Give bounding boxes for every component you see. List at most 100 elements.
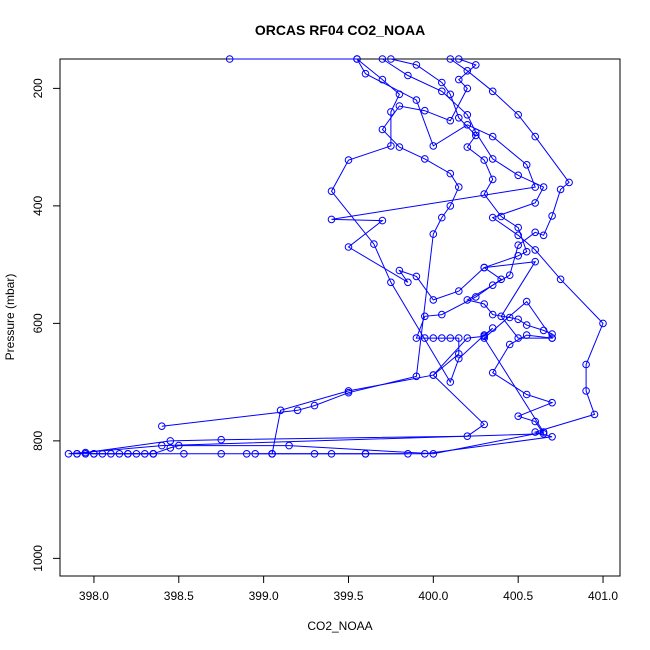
data-point bbox=[412, 334, 421, 342]
data-point bbox=[242, 450, 251, 458]
y-tick-label: 200 bbox=[31, 78, 45, 98]
data-point bbox=[412, 96, 421, 104]
data-point bbox=[522, 321, 531, 329]
data-point bbox=[455, 334, 463, 342]
data-point bbox=[488, 310, 497, 319]
data-point bbox=[429, 371, 438, 379]
data-point bbox=[497, 312, 506, 321]
data-point bbox=[539, 428, 548, 436]
data-point bbox=[455, 354, 463, 363]
data-point bbox=[497, 275, 506, 284]
data-point bbox=[488, 368, 497, 377]
data-point bbox=[488, 87, 497, 96]
data-point bbox=[514, 315, 523, 324]
data-point bbox=[531, 132, 540, 141]
data-point bbox=[556, 275, 565, 284]
data-point bbox=[353, 55, 361, 63]
data-point bbox=[514, 334, 523, 342]
plot-frame bbox=[59, 58, 621, 577]
data-point bbox=[387, 55, 395, 63]
data-point bbox=[421, 106, 429, 115]
data-point bbox=[404, 71, 412, 80]
data-point bbox=[395, 143, 404, 151]
data-point bbox=[455, 287, 463, 295]
data-point bbox=[463, 143, 472, 151]
data-point bbox=[514, 111, 523, 119]
data-point bbox=[514, 252, 523, 260]
data-point bbox=[480, 300, 489, 308]
x-tick-label: 400.0 bbox=[418, 589, 448, 603]
data-point bbox=[446, 169, 455, 178]
data-point bbox=[548, 433, 556, 441]
series-group bbox=[64, 55, 607, 458]
data-point bbox=[90, 450, 98, 458]
data-point bbox=[505, 271, 514, 280]
data-point bbox=[590, 410, 599, 419]
data-point bbox=[488, 155, 497, 163]
data-point bbox=[327, 215, 336, 224]
data-point bbox=[421, 312, 429, 321]
y-tick-label: 600 bbox=[31, 313, 45, 333]
data-point bbox=[412, 372, 421, 381]
data-point bbox=[531, 228, 540, 237]
series-1 bbox=[64, 55, 573, 458]
data-point bbox=[344, 156, 353, 164]
data-point bbox=[531, 183, 540, 191]
data-point bbox=[429, 450, 438, 458]
y-axis-label: Pressure (mbar) bbox=[3, 274, 17, 361]
data-point bbox=[463, 121, 472, 129]
series-5 bbox=[90, 55, 556, 458]
data-point bbox=[225, 55, 234, 63]
data-point bbox=[455, 75, 463, 84]
data-point bbox=[276, 406, 285, 415]
data-point bbox=[166, 444, 175, 452]
data-point bbox=[251, 450, 259, 458]
data-point bbox=[429, 142, 438, 150]
data-point bbox=[548, 398, 556, 407]
data-point bbox=[438, 87, 446, 96]
x-tick-label: 399.5 bbox=[333, 589, 363, 603]
data-point bbox=[539, 231, 548, 240]
series-2 bbox=[73, 55, 531, 458]
data-point bbox=[310, 401, 319, 410]
data-point bbox=[556, 185, 565, 194]
data-point bbox=[327, 187, 336, 195]
data-point bbox=[480, 420, 489, 429]
data-point bbox=[463, 334, 472, 342]
x-axis-label: CO2_NOAA bbox=[307, 619, 372, 633]
data-point bbox=[505, 313, 514, 322]
data-point bbox=[488, 132, 497, 141]
data-point bbox=[446, 55, 455, 63]
data-point bbox=[455, 183, 463, 191]
data-point bbox=[548, 334, 556, 342]
data-point bbox=[412, 272, 421, 281]
data-point bbox=[514, 223, 523, 232]
data-point bbox=[217, 450, 225, 458]
data-point bbox=[81, 448, 90, 457]
data-point bbox=[455, 55, 463, 63]
data-point bbox=[488, 213, 497, 222]
data-point bbox=[463, 84, 472, 93]
data-point bbox=[531, 246, 540, 254]
data-point bbox=[421, 155, 429, 163]
data-point bbox=[480, 190, 489, 198]
x-tick-label: 399.0 bbox=[249, 589, 279, 603]
data-point bbox=[514, 412, 523, 421]
data-point bbox=[429, 334, 438, 342]
series-3 bbox=[251, 55, 607, 458]
data-point bbox=[387, 278, 395, 287]
data-point bbox=[488, 281, 497, 290]
data-point bbox=[505, 340, 514, 349]
data-point bbox=[327, 450, 336, 458]
data-point bbox=[531, 199, 540, 207]
series-6 bbox=[158, 55, 480, 431]
data-point bbox=[404, 278, 412, 287]
data-point bbox=[149, 450, 158, 458]
x-tick-label: 401.0 bbox=[588, 589, 618, 603]
data-point bbox=[438, 334, 446, 342]
series-line bbox=[68, 58, 570, 455]
data-point bbox=[378, 55, 387, 63]
data-point bbox=[599, 319, 607, 328]
x-tick-label: 400.5 bbox=[503, 589, 533, 603]
